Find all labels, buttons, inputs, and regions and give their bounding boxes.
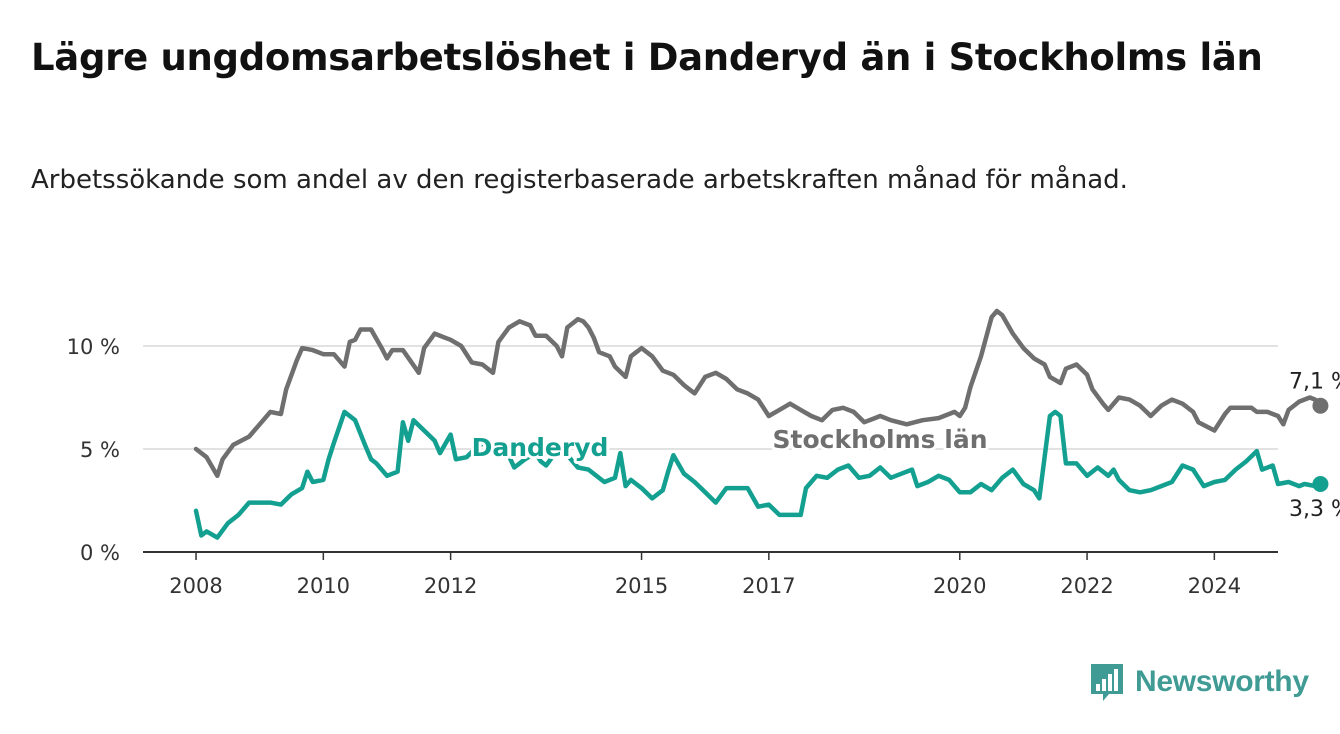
end-label-stockholms-lan: 7,1 % [1289,370,1340,395]
brand-name: Newsworthy [1135,665,1309,698]
x-tick-label: 2017 [742,574,795,598]
x-tick-label: 2008 [169,574,222,598]
end-point-stockholms-lan [1312,397,1329,414]
y-tick-label: 5 % [80,438,120,462]
chart-subtitle: Arbetssökande som andel av den registerb… [31,165,1128,195]
series-label-stockholms-lan: Stockholms län [773,425,988,454]
newsworthy-logo-icon [1091,664,1123,701]
series-label-danderyd: Danderyd [472,433,609,462]
x-tick-label: 2015 [615,574,668,598]
x-tick-label: 2020 [933,574,986,598]
y-tick-label: 10 % [67,335,120,359]
chart-title: Lägre ungdomsarbetslöshet i Danderyd än … [31,36,1263,79]
series-line-danderyd [193,409,1323,540]
x-tick-label: 2010 [297,574,350,598]
end-point-danderyd [1312,476,1329,493]
x-tick-label: 2024 [1188,574,1241,598]
brand-logo[interactable]: Newsworthy [1089,660,1309,704]
x-tick-label: 2022 [1060,574,1113,598]
series-line-stockholms-lan [193,308,1323,479]
end-label-danderyd: 3,3 % [1289,497,1340,522]
x-tick-label: 2012 [424,574,477,598]
y-tick-label: 0 % [80,541,120,565]
